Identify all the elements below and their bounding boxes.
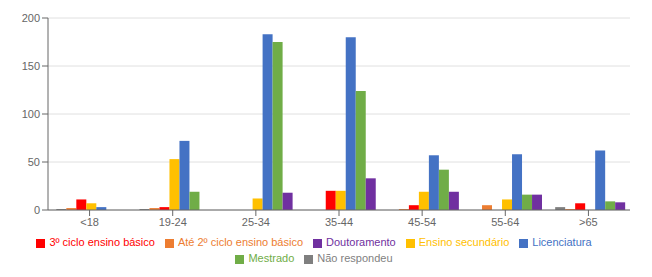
svg-text:55-64: 55-64 — [491, 216, 519, 228]
html-text:Doutoramento: Doutoramento — [326, 236, 396, 248]
svg-text:19-24: 19-24 — [159, 216, 187, 228]
svg-text:150: 150 — [22, 60, 40, 72]
svg-text:45-54: 45-54 — [408, 216, 436, 228]
svg-text:25-34: 25-34 — [242, 216, 270, 228]
html-text:Até 2º ciclo ensino básico: Até 2º ciclo ensino básico — [177, 236, 303, 248]
html-text:Mestrado: Mestrado — [248, 252, 295, 264]
svg-text:<18: <18 — [80, 216, 99, 228]
html-text:3º ciclo ensino básico: 3º ciclo ensino básico — [49, 236, 155, 248]
html-text:Não respondeu: Não respondeu — [317, 252, 393, 264]
svg-text:50: 50 — [28, 156, 40, 168]
svg-text:200: 200 — [22, 12, 40, 24]
svg-text:35-44: 35-44 — [325, 216, 353, 228]
svg-text:0: 0 — [34, 204, 40, 216]
html-text:Licenciatura: Licenciatura — [532, 236, 592, 248]
svg-text:>65: >65 — [579, 216, 598, 228]
html-text:Ensino secundário: Ensino secundário — [418, 236, 510, 248]
svg-text:100: 100 — [22, 108, 40, 120]
